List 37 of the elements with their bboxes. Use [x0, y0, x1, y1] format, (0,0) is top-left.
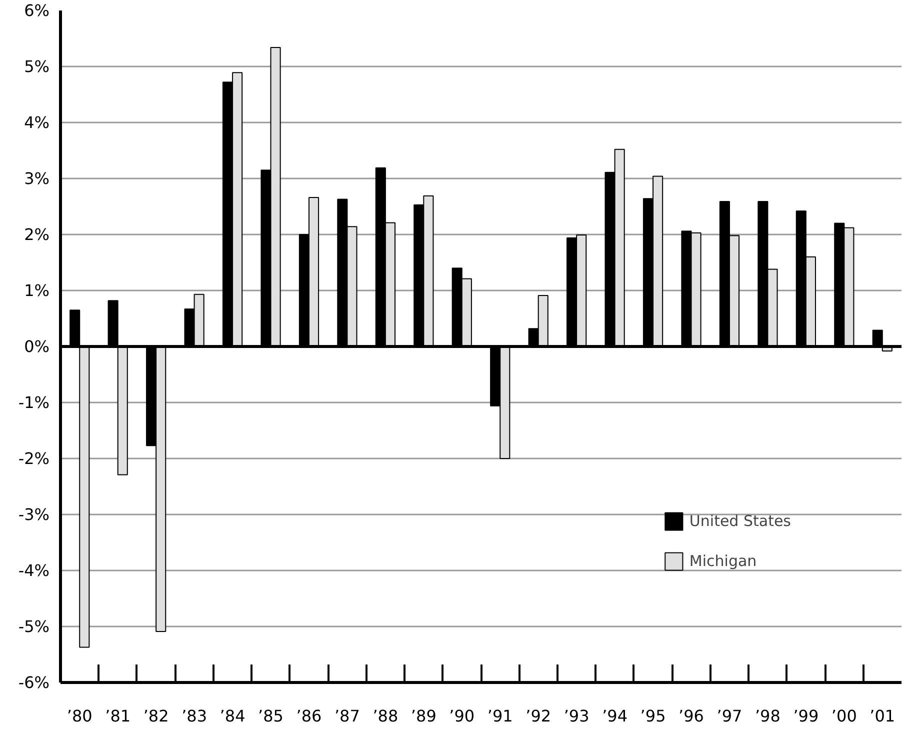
- y-tick-label: -5%: [18, 617, 50, 636]
- x-tick-label: ’83: [182, 706, 208, 726]
- x-tick-label: ’91: [487, 706, 513, 726]
- y-tick-label: 0%: [24, 337, 50, 356]
- x-tick-label: ’01: [870, 706, 896, 726]
- x-tick-label: ’87: [334, 706, 360, 726]
- y-tick-label: 4%: [24, 113, 50, 132]
- x-tick-label: ’84: [220, 706, 246, 726]
- legend-label: United States: [689, 512, 791, 530]
- x-tick-label: ’93: [564, 706, 590, 726]
- x-tick-label: ’86: [296, 706, 322, 726]
- x-tick-label: ’92: [526, 706, 552, 726]
- y-tick-label: 5%: [24, 57, 50, 76]
- y-tick-label: 2%: [24, 225, 50, 244]
- x-tick-label: ’00: [831, 706, 857, 726]
- x-tick-label: ’90: [449, 706, 475, 726]
- x-tick-label: ’82: [143, 706, 169, 726]
- y-tick-label: -4%: [18, 561, 50, 580]
- x-tick-label: ’85: [258, 706, 284, 726]
- y-tick-label: -1%: [18, 393, 50, 412]
- y-tick-label: -6%: [18, 673, 50, 692]
- x-tick-label: ’99: [793, 706, 819, 726]
- y-tick-label: -3%: [18, 505, 50, 524]
- x-tick-label: ’97: [716, 706, 742, 726]
- x-tick-label: ’89: [410, 706, 436, 726]
- y-tick-label: -2%: [18, 449, 50, 468]
- x-tick-label: ’98: [754, 706, 780, 726]
- x-tick-label: ’96: [678, 706, 704, 726]
- x-tick-label: ’88: [372, 706, 398, 726]
- x-tick-label: ’95: [640, 706, 666, 726]
- y-tick-label: 1%: [24, 281, 50, 300]
- y-tick-label: 6%: [24, 1, 50, 20]
- x-tick-label: ’81: [105, 706, 131, 726]
- x-tick-label: ’80: [66, 706, 92, 726]
- y-tick-label: 3%: [24, 169, 50, 188]
- x-tick-label: ’94: [602, 706, 628, 726]
- legend-label: Michigan: [689, 552, 757, 570]
